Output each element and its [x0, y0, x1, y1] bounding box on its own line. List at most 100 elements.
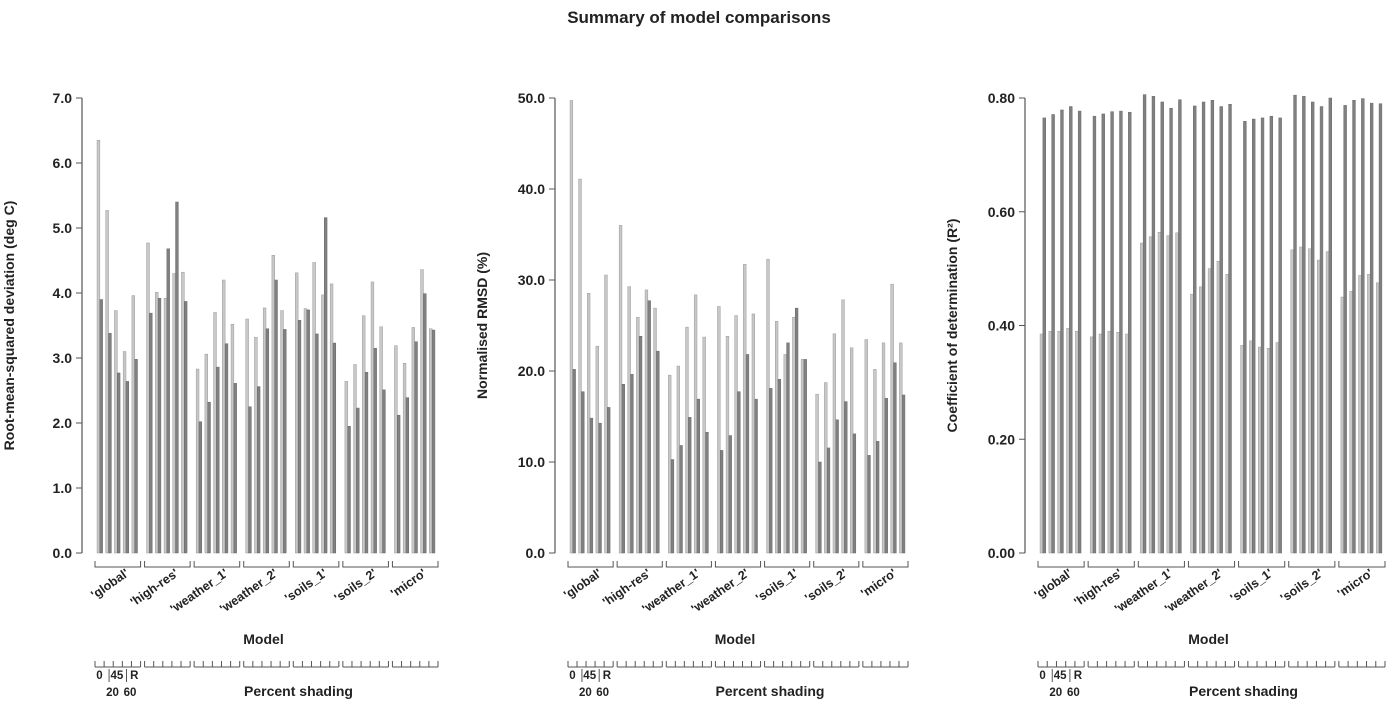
bar-dark-1-4	[184, 301, 188, 554]
shading-key-label: 45	[583, 670, 596, 682]
category-label: 'global'	[1032, 566, 1075, 602]
bar-dark-2-2	[688, 417, 692, 554]
category-bracket	[1288, 561, 1336, 568]
bar-dark-2-3	[224, 343, 229, 554]
bar-light-0-1	[1048, 330, 1052, 554]
bar-light-4-2	[312, 262, 316, 554]
bar-light-3-3	[271, 255, 275, 554]
bar-light-1-4	[181, 271, 185, 554]
bar-dark-6-2	[884, 398, 888, 554]
bar-light-5-0	[1290, 249, 1294, 554]
category-label: 'soils_2'	[802, 566, 850, 605]
category-bracket	[1137, 561, 1185, 568]
bar-light-2-4	[1175, 232, 1179, 554]
bar-dark-0-4	[134, 359, 138, 554]
bar-light-1-3	[644, 289, 649, 554]
bar-light-3-4	[751, 313, 755, 554]
category-label: 'soils_1'	[1228, 566, 1276, 605]
y-axis-title: Root-mean-squared deviation (deg C)	[1, 201, 17, 451]
shading-key-label: 60	[596, 687, 609, 699]
shading-key-label: 0	[569, 670, 575, 682]
y-tick-label: 1.0	[53, 480, 73, 496]
bar-dark-3-4	[1228, 104, 1232, 554]
bar-light-5-3	[1317, 259, 1321, 554]
bar-light-2-2	[1157, 231, 1162, 554]
bar-dark-1-3	[1119, 110, 1123, 554]
shading-key-label: 0	[96, 670, 102, 682]
bar-light-0-4	[604, 274, 608, 554]
bar-dark-3-0	[248, 406, 252, 554]
bar-dark-5-2	[1311, 101, 1315, 554]
bar-dark-5-3	[1319, 106, 1324, 554]
bar-dark-2-1	[207, 401, 211, 554]
x-axis-title: Model	[715, 631, 755, 647]
bar-light-4-4	[800, 359, 805, 554]
shading-key-label: R	[130, 670, 139, 682]
y-tick-label: 0.40	[988, 318, 1015, 334]
bar-light-1-3	[1116, 332, 1120, 554]
bar-dark-0-3	[125, 381, 130, 554]
bar-light-4-3	[321, 294, 325, 554]
bar-light-3-0	[717, 306, 721, 554]
bar-light-0-1	[105, 210, 109, 554]
bar-dark-4-0	[769, 388, 773, 554]
bar-dark-5-4	[1328, 97, 1332, 554]
bar-dark-2-4	[705, 431, 709, 554]
bar-light-3-0	[1190, 293, 1194, 554]
bar-dark-1-3	[647, 300, 651, 554]
bar-light-5-4	[1325, 251, 1330, 554]
category-bracket	[1338, 561, 1386, 568]
y-tick-label: 4.0	[53, 285, 73, 301]
bar-light-6-2	[411, 327, 415, 554]
category-bracket	[193, 561, 241, 568]
bar-light-1-1	[627, 286, 631, 554]
bar-light-0-2	[1057, 330, 1061, 554]
bar-dark-5-0	[818, 461, 822, 554]
bar-dark-0-1	[108, 333, 112, 554]
bar-dark-4-1	[1252, 118, 1256, 554]
y-tick-label: 7.0	[53, 90, 73, 106]
category-bracket	[616, 561, 663, 568]
bar-light-5-4	[379, 326, 383, 554]
bar-light-4-3	[1266, 348, 1271, 554]
bar-light-6-4	[899, 342, 903, 554]
bar-dark-2-2	[216, 366, 220, 554]
bar-dark-5-2	[364, 372, 369, 554]
bar-dark-2-4	[1178, 99, 1182, 554]
bar-dark-6-3	[423, 293, 427, 554]
bar-light-1-2	[636, 316, 640, 554]
bar-dark-1-1	[630, 374, 634, 554]
bar-dark-2-1	[1151, 96, 1156, 554]
y-tick-label: 30.0	[518, 272, 545, 288]
bar-light-5-2	[362, 315, 366, 554]
bar-dark-1-2	[166, 248, 170, 554]
bar-dark-5-4	[382, 389, 386, 554]
shading-key-label: 0	[1039, 670, 1045, 682]
bar-dark-3-0	[1193, 105, 1197, 554]
bar-dark-6-3	[893, 362, 897, 554]
bar-dark-5-4	[852, 433, 857, 554]
bar-light-1-0	[618, 225, 623, 554]
bar-light-2-0	[195, 368, 200, 554]
bar-light-0-2	[114, 310, 118, 554]
bar-dark-3-3	[274, 279, 278, 554]
x-axis-title: Model	[1188, 631, 1228, 647]
y-tick-label: 0.20	[988, 431, 1015, 447]
bar-light-3-4	[280, 310, 284, 554]
bar-dark-6-4	[901, 394, 906, 554]
category-label: 'soils_2'	[332, 566, 380, 605]
bar-dark-0-3	[598, 422, 602, 554]
bar-dark-1-0	[1092, 115, 1097, 554]
bar-dark-6-1	[405, 397, 410, 554]
y-tick-label: 0.0	[53, 545, 73, 561]
bar-dark-4-2	[786, 342, 790, 554]
y-tick-label: 10.0	[518, 454, 545, 470]
category-bracket	[94, 561, 142, 568]
bar-light-3-2	[1207, 268, 1212, 554]
shading-key-label: 45	[111, 670, 124, 682]
bar-light-1-1	[155, 292, 159, 554]
bar-dark-6-3	[1369, 102, 1374, 554]
shading-key-label: R	[603, 670, 612, 682]
bar-light-6-4	[1375, 282, 1380, 554]
bar-dark-6-0	[397, 414, 401, 554]
